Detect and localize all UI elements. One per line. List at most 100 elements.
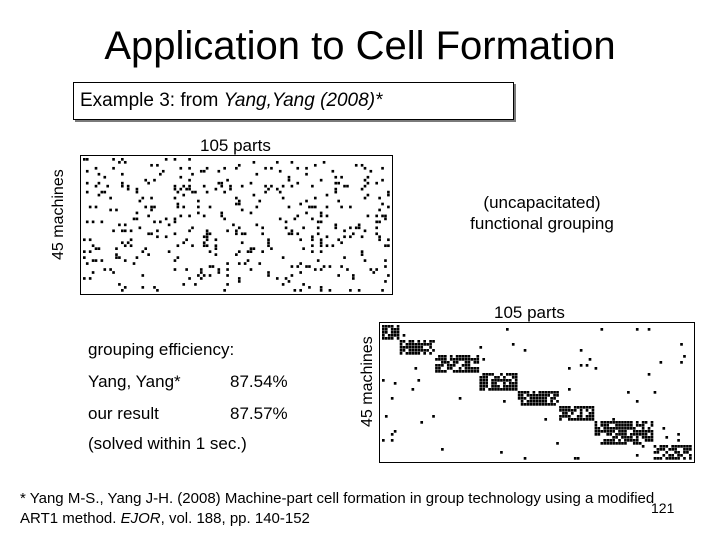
- matrix-cell: [544, 400, 548, 403]
- matrix-cell: [441, 364, 444, 367]
- matrix-cell: [217, 169, 221, 173]
- matrix-cell: [485, 373, 488, 376]
- matrix-cell: [606, 442, 610, 445]
- matrix-cell: [311, 184, 314, 188]
- matrix-cell: [258, 262, 262, 265]
- matrix-cell: [360, 187, 364, 191]
- bottom-matrix-cells: [382, 325, 692, 460]
- matrix-cell: [150, 205, 153, 209]
- matrix-cell: [689, 448, 692, 451]
- matrix-cell: [255, 172, 259, 176]
- matrix-cell: [573, 457, 577, 460]
- matrix-cell: [479, 382, 483, 385]
- matrix-cell: [420, 349, 424, 352]
- matrix-cell: [683, 445, 686, 448]
- matrix-cell: [449, 364, 453, 367]
- matrix-cell: [278, 217, 282, 221]
- example-source: Yang,Yang (2008)*: [223, 90, 383, 111]
- matrix-cell: [671, 457, 674, 460]
- matrix-cell: [538, 391, 542, 394]
- matrix-cell: [176, 190, 180, 194]
- matrix-cell: [334, 190, 338, 194]
- matrix-cell: [506, 388, 509, 391]
- matrix-cell: [638, 424, 642, 427]
- matrix-cell: [252, 193, 256, 197]
- matrix-cell: [529, 400, 533, 403]
- matrix-cell: [441, 355, 444, 358]
- matrix-cell: [473, 370, 477, 373]
- matrix-cell: [494, 388, 497, 391]
- matrix-cell: [156, 229, 159, 233]
- matrix-cell: [553, 397, 556, 400]
- matrix-cell: [237, 226, 241, 230]
- note-line-2: functional grouping: [470, 214, 614, 233]
- matrix-cell: [109, 208, 112, 212]
- matrix-cell: [503, 388, 506, 391]
- matrix-cell: [565, 409, 568, 412]
- matrix-cell: [220, 184, 224, 188]
- matrix-cell: [621, 442, 624, 445]
- matrix-cell: [299, 271, 302, 274]
- matrix-cell: [689, 457, 692, 460]
- matrix-cell: [408, 340, 412, 343]
- matrix-cell: [382, 334, 385, 337]
- matrix-cell: [517, 394, 521, 397]
- matrix-cell: [635, 421, 639, 424]
- matrix-cell: [214, 238, 218, 242]
- matrix-cell: [129, 238, 133, 242]
- matrix-cell: [311, 250, 314, 253]
- matrix-cell: [630, 433, 633, 436]
- matrix-cell: [444, 355, 447, 358]
- matrix-cell: [144, 178, 148, 182]
- matrix-cell: [467, 370, 471, 373]
- matrix-cell: [115, 253, 118, 256]
- citation-footnote: * Yang M-S., Yang J-H. (2008) Machine-pa…: [20, 489, 705, 529]
- matrix-cell: [618, 430, 621, 433]
- matrix-cell: [399, 343, 403, 346]
- matrix-cell: [579, 418, 583, 421]
- matrix-cell: [319, 289, 323, 292]
- matrix-cell: [293, 217, 297, 221]
- matrix-cell: [240, 241, 244, 245]
- matrix-cell: [635, 454, 639, 457]
- matrix-cell: [562, 412, 565, 415]
- matrix-cell: [185, 268, 188, 271]
- matrix-cell: [582, 406, 586, 409]
- matrix-cell: [479, 385, 483, 388]
- matrix-cell: [520, 394, 524, 397]
- matrix-cell: [176, 244, 180, 248]
- matrix-cell: [686, 448, 689, 451]
- top-matrix-cells: [83, 158, 390, 292]
- matrix-cell: [118, 223, 121, 227]
- matrix-cell: [121, 229, 124, 233]
- matrix-cell: [506, 328, 509, 331]
- matrix-cell: [653, 391, 657, 394]
- matrix-cell: [446, 367, 450, 370]
- matrix-cell: [372, 271, 376, 274]
- matrix-cell: [226, 268, 229, 271]
- matrix-cell: [603, 427, 607, 430]
- matrix-cell: [635, 439, 639, 442]
- matrix-cell: [156, 163, 159, 167]
- matrix-cell: [199, 277, 203, 280]
- matrix-cell: [603, 421, 607, 424]
- matrix-cell: [411, 340, 415, 343]
- matrix-cell: [417, 343, 421, 346]
- matrix-cell: [600, 421, 604, 424]
- matrix-cell: [683, 457, 686, 460]
- matrix-cell: [411, 352, 415, 355]
- matrix-cell: [299, 202, 302, 206]
- matrix-cell: [476, 358, 480, 361]
- matrix-cell: [612, 439, 615, 442]
- matrix-cell: [88, 238, 92, 242]
- matrix-cell: [343, 235, 346, 239]
- matrix-cell: [544, 397, 548, 400]
- matrix-cell: [112, 271, 115, 274]
- matrix-cell: [647, 436, 651, 439]
- matrix-cell: [677, 457, 680, 460]
- matrix-cell: [402, 334, 406, 337]
- matrix-cell: [526, 403, 530, 406]
- matrix-cell: [237, 262, 241, 265]
- matrix-cell: [305, 211, 308, 215]
- matrix-cell: [296, 166, 300, 170]
